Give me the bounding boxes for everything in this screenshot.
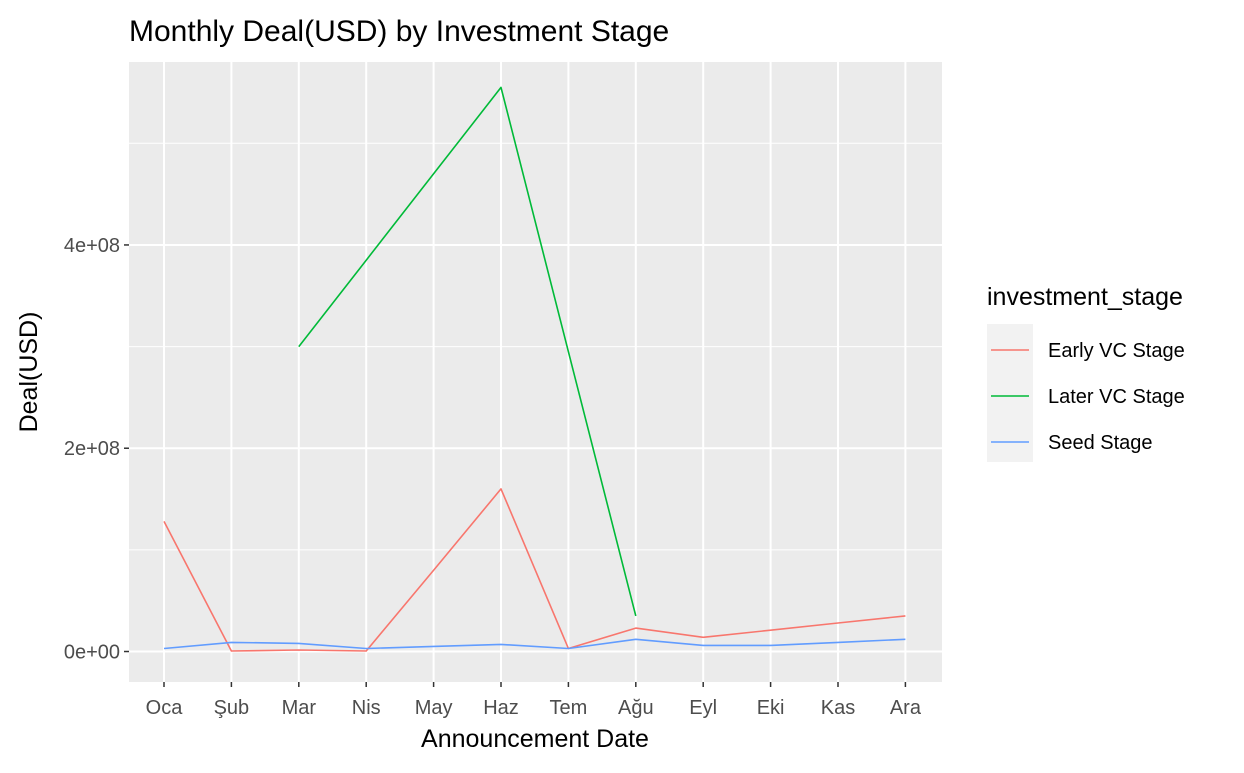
x-tick-label: Şub bbox=[214, 697, 250, 719]
x-tick-label: Kas bbox=[821, 697, 855, 719]
y-tick-label: 0e+00 bbox=[64, 642, 120, 664]
y-axis: 0e+00 2e+08 4e+08 bbox=[64, 235, 129, 664]
y-tick-label: 2e+08 bbox=[64, 438, 120, 460]
x-tick-label: May bbox=[415, 697, 453, 719]
x-tick-label: Ara bbox=[890, 697, 922, 719]
legend-label: Seed Stage bbox=[1048, 432, 1153, 454]
x-tick-label: Ağu bbox=[618, 697, 654, 719]
series-line bbox=[163, 488, 906, 652]
x-tick-label: Nis bbox=[352, 697, 381, 719]
series-lines bbox=[163, 86, 906, 652]
legend-label: Later VC Stage bbox=[1048, 386, 1185, 408]
series-line bbox=[163, 638, 906, 650]
legend: investment_stage Early VC Stage Later VC … bbox=[987, 283, 1185, 462]
chart-title: Monthly Deal(USD) by Investment Stage bbox=[129, 15, 669, 48]
x-axis: Oca Şub Mar Nis May Haz Tem Ağu Eyl Eki Kas Ara bbox=[146, 682, 922, 719]
x-tick-label: Oca bbox=[146, 697, 184, 719]
grid-minor bbox=[129, 142, 942, 551]
legend-key-background bbox=[987, 324, 1033, 462]
legend-title: investment_stage bbox=[987, 283, 1183, 311]
x-tick-label: Eyl bbox=[689, 697, 717, 719]
x-tick-label: Haz bbox=[483, 697, 519, 719]
series-line bbox=[298, 86, 637, 617]
y-axis-label: Deal(USD) bbox=[15, 312, 43, 433]
y-tick-label: 4e+08 bbox=[64, 235, 120, 257]
plot-panel bbox=[129, 62, 942, 682]
x-tick-label: Eki bbox=[757, 697, 785, 719]
x-axis-label: Announcement Date bbox=[421, 725, 649, 753]
legend-items: Early VC Stage Later VC Stage Seed Stage bbox=[991, 340, 1185, 454]
legend-label: Early VC Stage bbox=[1048, 340, 1185, 362]
x-tick-label: Tem bbox=[550, 697, 588, 719]
grid-major bbox=[129, 62, 942, 682]
x-tick-label: Mar bbox=[282, 697, 317, 719]
